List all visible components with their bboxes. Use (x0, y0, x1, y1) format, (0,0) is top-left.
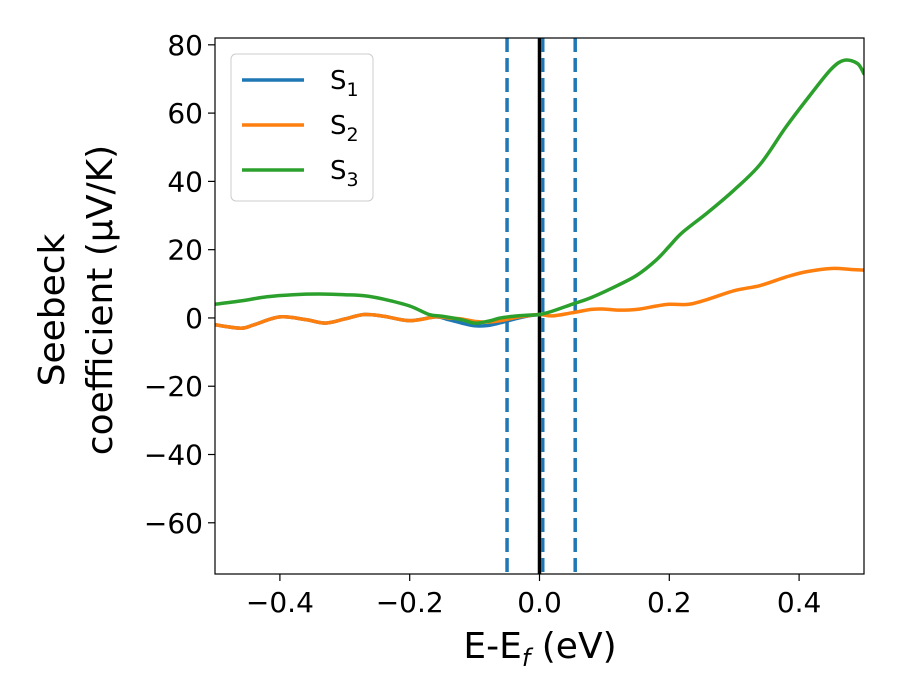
y-tick-label: 60 (167, 97, 203, 130)
x-tick-label: 0.2 (647, 586, 692, 619)
y-axis: −60 −40 −20 0 20 40 60 80 (144, 29, 215, 540)
legend-entry-s2: S2 (330, 111, 359, 146)
x-axis: −0.4 −0.2 0.0 0.2 0.4 (246, 574, 821, 619)
x-tick-label: −0.4 (246, 586, 314, 619)
legend-entry-s3: S3 (330, 156, 359, 191)
legend-subscript: 1 (347, 79, 359, 101)
y-tick-label: −40 (144, 439, 203, 472)
y-tick-label: 20 (167, 234, 203, 267)
x-axis-label-tail: (eV) (530, 626, 616, 667)
legend-label: S (330, 66, 347, 96)
y-tick-label: −20 (144, 370, 203, 403)
y-axis-label-line-2: coefficient (μV/K) (80, 145, 121, 455)
y-tick-label: 0 (185, 302, 203, 335)
y-tick-label: −60 (144, 507, 203, 540)
y-tick-label: 80 (167, 29, 203, 62)
legend-subscript: 2 (347, 124, 359, 146)
x-tick-label: 0.0 (517, 586, 562, 619)
legend-subscript: 3 (347, 169, 359, 191)
x-axis-label: E-Ef (eV) (463, 626, 616, 672)
vertical-lines (505, 38, 577, 574)
x-tick-label: 0.4 (777, 586, 822, 619)
x-axis-label-main: E-E (463, 626, 521, 667)
series-line-s3 (215, 58, 864, 325)
y-tick-label: 40 (167, 165, 203, 198)
legend-entry-s1: S1 (330, 66, 359, 101)
x-tick-label: −0.2 (376, 586, 444, 619)
legend-box (230, 53, 374, 202)
series-lines (215, 58, 864, 330)
legend-label: S (330, 156, 347, 186)
y-axis-label-line-1: Seebeck (32, 233, 73, 386)
legend-label: S (330, 111, 347, 141)
